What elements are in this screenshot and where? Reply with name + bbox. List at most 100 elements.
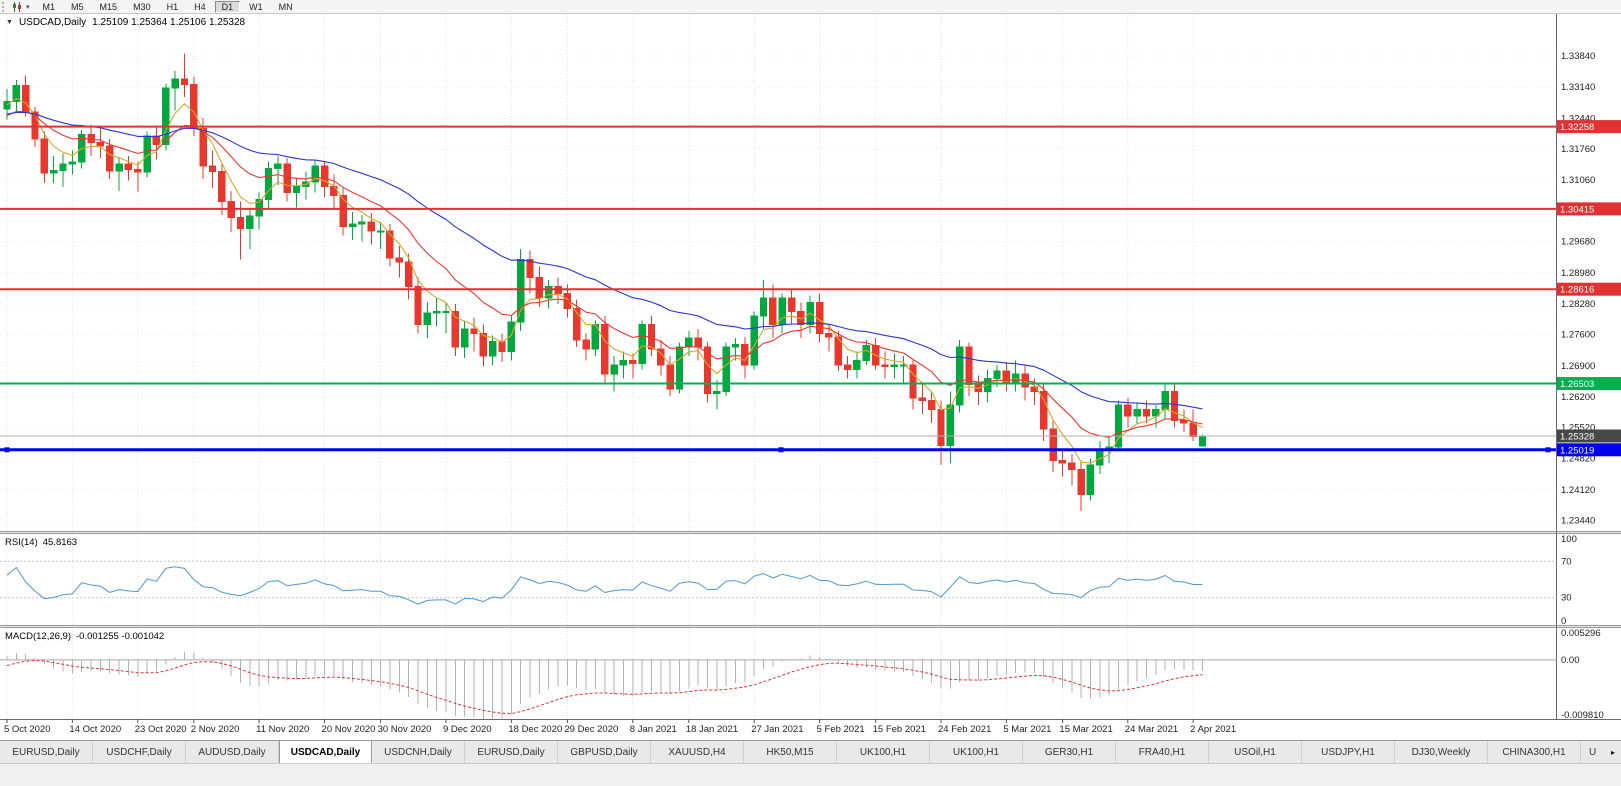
svg-text:0.005296: 0.005296 bbox=[1561, 628, 1601, 639]
svg-text:30: 30 bbox=[1561, 593, 1572, 604]
svg-text:1.24120: 1.24120 bbox=[1561, 485, 1595, 496]
chart-tab-uk100-h1[interactable]: UK100,H1 bbox=[930, 741, 1023, 763]
svg-text:1.29680: 1.29680 bbox=[1561, 237, 1595, 248]
chart-tab-u[interactable]: U bbox=[1581, 741, 1607, 763]
line-drag-handle[interactable] bbox=[778, 447, 784, 453]
chart-title: ▼ USDCAD,Daily 1.25109 1.25364 1.25106 1… bbox=[6, 17, 245, 28]
chart-tab-china300-h1[interactable]: CHINA300,H1 bbox=[1488, 741, 1581, 763]
svg-text:1.25328: 1.25328 bbox=[1560, 431, 1594, 442]
chart-tab-usdcad-daily[interactable]: USDCAD,Daily bbox=[279, 741, 372, 763]
period-button-w1[interactable]: W1 bbox=[249, 1, 263, 12]
svg-text:70: 70 bbox=[1561, 556, 1572, 567]
svg-text:1.32258: 1.32258 bbox=[1560, 122, 1594, 133]
rsi-line bbox=[6, 566, 1203, 605]
macd-values: -0.001255 -0.001042 bbox=[76, 631, 165, 642]
chart-symbol-label: USDCAD,Daily bbox=[18, 17, 87, 28]
svg-text:1.33840: 1.33840 bbox=[1561, 51, 1595, 62]
period-buttons-group: M1 M5 M15 M30 H1 H4 D1 W1 MN bbox=[36, 0, 302, 13]
period-button-m5[interactable]: M5 bbox=[71, 1, 84, 12]
svg-text:24 Feb 2021: 24 Feb 2021 bbox=[938, 724, 991, 735]
svg-text:20 Nov 2020: 20 Nov 2020 bbox=[322, 724, 376, 735]
line-drag-handle[interactable] bbox=[1545, 447, 1551, 453]
svg-text:1.31060: 1.31060 bbox=[1561, 175, 1595, 186]
period-button-m15[interactable]: M15 bbox=[99, 1, 118, 12]
line-drag-handle[interactable] bbox=[4, 447, 10, 453]
period-button-d1[interactable]: D1 bbox=[214, 0, 241, 13]
periods-toolbar: ▾ M1 M5 M15 M30 H1 H4 D1 W1 MN bbox=[0, 0, 1621, 14]
svg-text:1.28280: 1.28280 bbox=[1561, 299, 1595, 310]
svg-text:8 Jan 2021: 8 Jan 2021 bbox=[630, 724, 677, 735]
chart-tab-eurusd-daily[interactable]: EURUSD,Daily bbox=[0, 741, 93, 763]
period-button-m30[interactable]: M30 bbox=[133, 1, 151, 12]
chart-tab-usdchf-daily[interactable]: USDCHF,Daily bbox=[93, 741, 186, 763]
ma-slow-line bbox=[6, 111, 1203, 410]
svg-text:1.31760: 1.31760 bbox=[1561, 144, 1595, 155]
svg-text:1.28616: 1.28616 bbox=[1560, 285, 1594, 296]
svg-text:2 Apr 2021: 2 Apr 2021 bbox=[1190, 724, 1236, 735]
chart-canvas[interactable]: 1.33840 1.33140 1.32440 1.31760 1.31060 1.296… bbox=[0, 0, 1621, 740]
svg-text:11 Nov 2020: 11 Nov 2020 bbox=[256, 724, 309, 735]
svg-text:5 Feb 2021: 5 Feb 2021 bbox=[817, 724, 865, 735]
ma-fast-line bbox=[6, 97, 1203, 464]
chart-tab-fra40-h1[interactable]: FRA40,H1 bbox=[1116, 741, 1209, 763]
svg-text:9 Dec 2020: 9 Dec 2020 bbox=[443, 724, 492, 735]
svg-text:30 Nov 2020: 30 Nov 2020 bbox=[378, 724, 432, 735]
dropdown-caret-icon[interactable]: ▾ bbox=[26, 3, 30, 11]
svg-text:15 Mar 2021: 15 Mar 2021 bbox=[1059, 724, 1112, 735]
date-axis[interactable]: 5 Oct 2020 14 Oct 2020 23 Oct 2020 2 Nov 20… bbox=[4, 719, 1236, 736]
chart-tab-usdcnh-daily[interactable]: USDCNH,Daily bbox=[372, 741, 465, 763]
svg-text:18 Jan 2021: 18 Jan 2021 bbox=[686, 724, 738, 735]
svg-text:-0.009810: -0.009810 bbox=[1561, 710, 1604, 721]
macd-name: MACD(12,26,9) bbox=[5, 631, 71, 642]
period-button-m1[interactable]: M1 bbox=[42, 1, 56, 12]
chart-tab-gbpusd-daily[interactable]: GBPUSD,Daily bbox=[558, 741, 651, 763]
price-axis[interactable]: 1.33840 1.33140 1.32440 1.31760 1.31060 1.296… bbox=[1561, 51, 1604, 721]
chart-tab-uk100-h1[interactable]: UK100,H1 bbox=[837, 741, 930, 763]
current-price-tag: 1.25328 bbox=[1557, 429, 1621, 443]
rsi-value: 45.8163 bbox=[42, 537, 78, 548]
svg-text:0.00: 0.00 bbox=[1561, 655, 1580, 666]
support-line-green-tag: 1.26503 bbox=[1557, 377, 1621, 391]
chart-tab-xauusd-h4[interactable]: XAUUSD,H4 bbox=[651, 741, 744, 763]
price-tags: 1.32258 1.30415 1.28616 1.26503 1.25019 1.253… bbox=[1557, 120, 1621, 457]
chart-ohlc-values: 1.25109 1.25364 1.25106 1.25328 bbox=[92, 17, 246, 28]
period-button-h4[interactable]: H4 bbox=[194, 1, 206, 12]
chart-marker-icon: ▼ bbox=[6, 18, 13, 26]
rsi-indicator-label: RSI(14) 45.8163 bbox=[5, 537, 77, 548]
chart-tab-dj30-weekly[interactable]: DJ30,Weekly bbox=[1395, 741, 1488, 763]
toolbar-grip[interactable] bbox=[2, 1, 6, 12]
chart-tabs-group: EURUSD,Daily USDCHF,Daily AUDUSD,Daily USDC… bbox=[0, 741, 1607, 763]
svg-text:14 Oct 2020: 14 Oct 2020 bbox=[69, 724, 121, 735]
period-button-mn[interactable]: MN bbox=[278, 1, 293, 12]
svg-text:23 Oct 2020: 23 Oct 2020 bbox=[135, 724, 187, 735]
macd-histogram bbox=[6, 652, 1204, 719]
chart-grid bbox=[0, 14, 1556, 719]
chart-tab-ger30-h1[interactable]: GER30,H1 bbox=[1023, 741, 1116, 763]
chart-type-icon[interactable] bbox=[12, 1, 23, 12]
chart-tab-bar: EURUSD,Daily USDCHF,Daily AUDUSD,Daily USDC… bbox=[0, 740, 1621, 763]
period-button-h1[interactable]: H1 bbox=[166, 1, 179, 12]
svg-text:1.24820: 1.24820 bbox=[1561, 454, 1595, 465]
chart-tab-audusd-daily[interactable]: AUDUSD,Daily bbox=[186, 741, 279, 763]
panel-separators[interactable] bbox=[0, 14, 1621, 720]
tab-scroll-right-icon[interactable]: ▸ bbox=[1605, 741, 1621, 763]
support-line-blue-tag: 1.25019 bbox=[1557, 443, 1621, 457]
svg-text:1.25520: 1.25520 bbox=[1561, 422, 1595, 433]
resistance-line-3-tag: 1.28616 bbox=[1557, 282, 1621, 296]
chart-tab-hk50-m15[interactable]: HK50,M15 bbox=[744, 741, 837, 763]
candles-layer bbox=[3, 53, 1207, 511]
svg-text:5 Oct 2020: 5 Oct 2020 bbox=[4, 724, 50, 735]
svg-text:1.23440: 1.23440 bbox=[1561, 515, 1595, 526]
chart-tab-usoil-h1[interactable]: USOil,H1 bbox=[1209, 741, 1302, 763]
svg-text:0: 0 bbox=[1561, 616, 1566, 627]
macd-indicator-label: MACD(12,26,9) -0.001255 -0.001042 bbox=[5, 631, 164, 642]
svg-text:1.26503: 1.26503 bbox=[1560, 379, 1594, 390]
support-line-blue[interactable] bbox=[0, 447, 1556, 453]
svg-text:1.26200: 1.26200 bbox=[1561, 392, 1595, 403]
chart-tab-eurusd-daily[interactable]: EURUSD,Daily bbox=[465, 741, 558, 763]
svg-text:1.27600: 1.27600 bbox=[1561, 330, 1595, 341]
svg-text:1.30415: 1.30415 bbox=[1560, 204, 1594, 215]
ma-mid-line bbox=[6, 110, 1203, 438]
chart-tab-usdjpy-h1[interactable]: USDJPY,H1 bbox=[1302, 741, 1395, 763]
svg-text:2 Nov 2020: 2 Nov 2020 bbox=[191, 724, 240, 735]
